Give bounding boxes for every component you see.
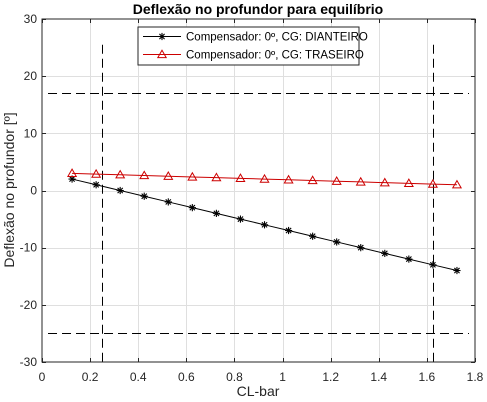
data-point [164,198,172,206]
data-point [381,249,389,257]
legend-box [137,26,360,66]
y-tick-label: 30 [24,12,38,26]
legend-marker [156,49,168,59]
x-tick-label: 1 [279,370,286,384]
data-point [331,176,342,185]
legend: Compensador: 0º, CG: DIANTEIRO Compensad… [137,26,368,66]
x-tick-label: 1.6 [419,370,436,384]
x-tick-labels: 0 0.2 0.4 0.6 0.8 1 1.2 1.4 1.6 1.8 [39,370,484,384]
series-1 [67,168,463,189]
y-tick-labels: -30 -20 -10 0 10 20 30 [20,12,38,369]
data-point [188,204,196,212]
ticks [42,19,476,363]
y-axis-label: Deflexão no profundor [º] [1,112,17,267]
data-point [403,178,414,188]
plot-background [42,19,475,362]
data-point [307,175,318,185]
series-line [72,172,457,186]
legend-marker-dianteiro [158,32,166,41]
x-tick-label: 0.8 [226,370,243,384]
data-point [116,186,124,195]
data-point [379,177,390,187]
data-point [357,244,365,252]
data-point [259,173,270,183]
plot-box [41,18,476,363]
series-0 [68,175,461,275]
data-point [405,255,413,263]
data-point [115,169,126,179]
legend-label-dianteiro: Compensador: 0º, CG: DIANTEIRO [186,32,368,44]
y-tick-label: 20 [24,69,38,83]
data-point [140,192,148,200]
legend-marker [158,32,166,41]
grid [42,19,475,362]
x-tick-label: 1.8 [467,370,484,384]
data-point [429,261,437,269]
y-tick-label: 10 [24,126,38,140]
legend-marker-traseiro [156,49,168,59]
data-point [163,171,174,180]
data-point [283,174,294,184]
data-point [235,173,246,183]
y-tick-label: -30 [20,355,38,369]
data-point [333,238,341,246]
reference-lines [48,44,469,362]
data-point [355,176,366,186]
data-point [139,170,150,180]
x-tick-label: 0 [39,370,46,384]
y-tick-label: 0 [30,184,37,198]
x-tick-label: 0.4 [130,370,147,384]
data-point [284,226,293,235]
data-point [451,179,463,189]
data-point [67,168,78,177]
y-tick-label: -10 [20,241,38,255]
data-point [211,172,222,182]
x-tick-label: 0.6 [178,370,195,384]
series-group [67,168,463,275]
x-tick-label: 0.2 [82,370,99,384]
data-point [187,171,198,181]
y-tick-label: -20 [20,298,38,312]
x-axis-label: CL-bar [237,383,280,399]
data-point [453,266,461,275]
data-point [427,178,438,188]
data-point [212,209,221,217]
data-point [309,232,317,240]
data-point [260,221,269,229]
x-tick-label: 1.2 [322,370,339,384]
data-point [92,181,100,189]
legend-label-traseiro: Compensador: 0º, CG: TRASEIRO [186,50,364,62]
data-point [91,168,102,178]
x-tick-label: 1.4 [370,370,387,384]
data-point [236,215,245,223]
chart-title: Deflexão no profundor para equilíbrio [133,1,383,17]
